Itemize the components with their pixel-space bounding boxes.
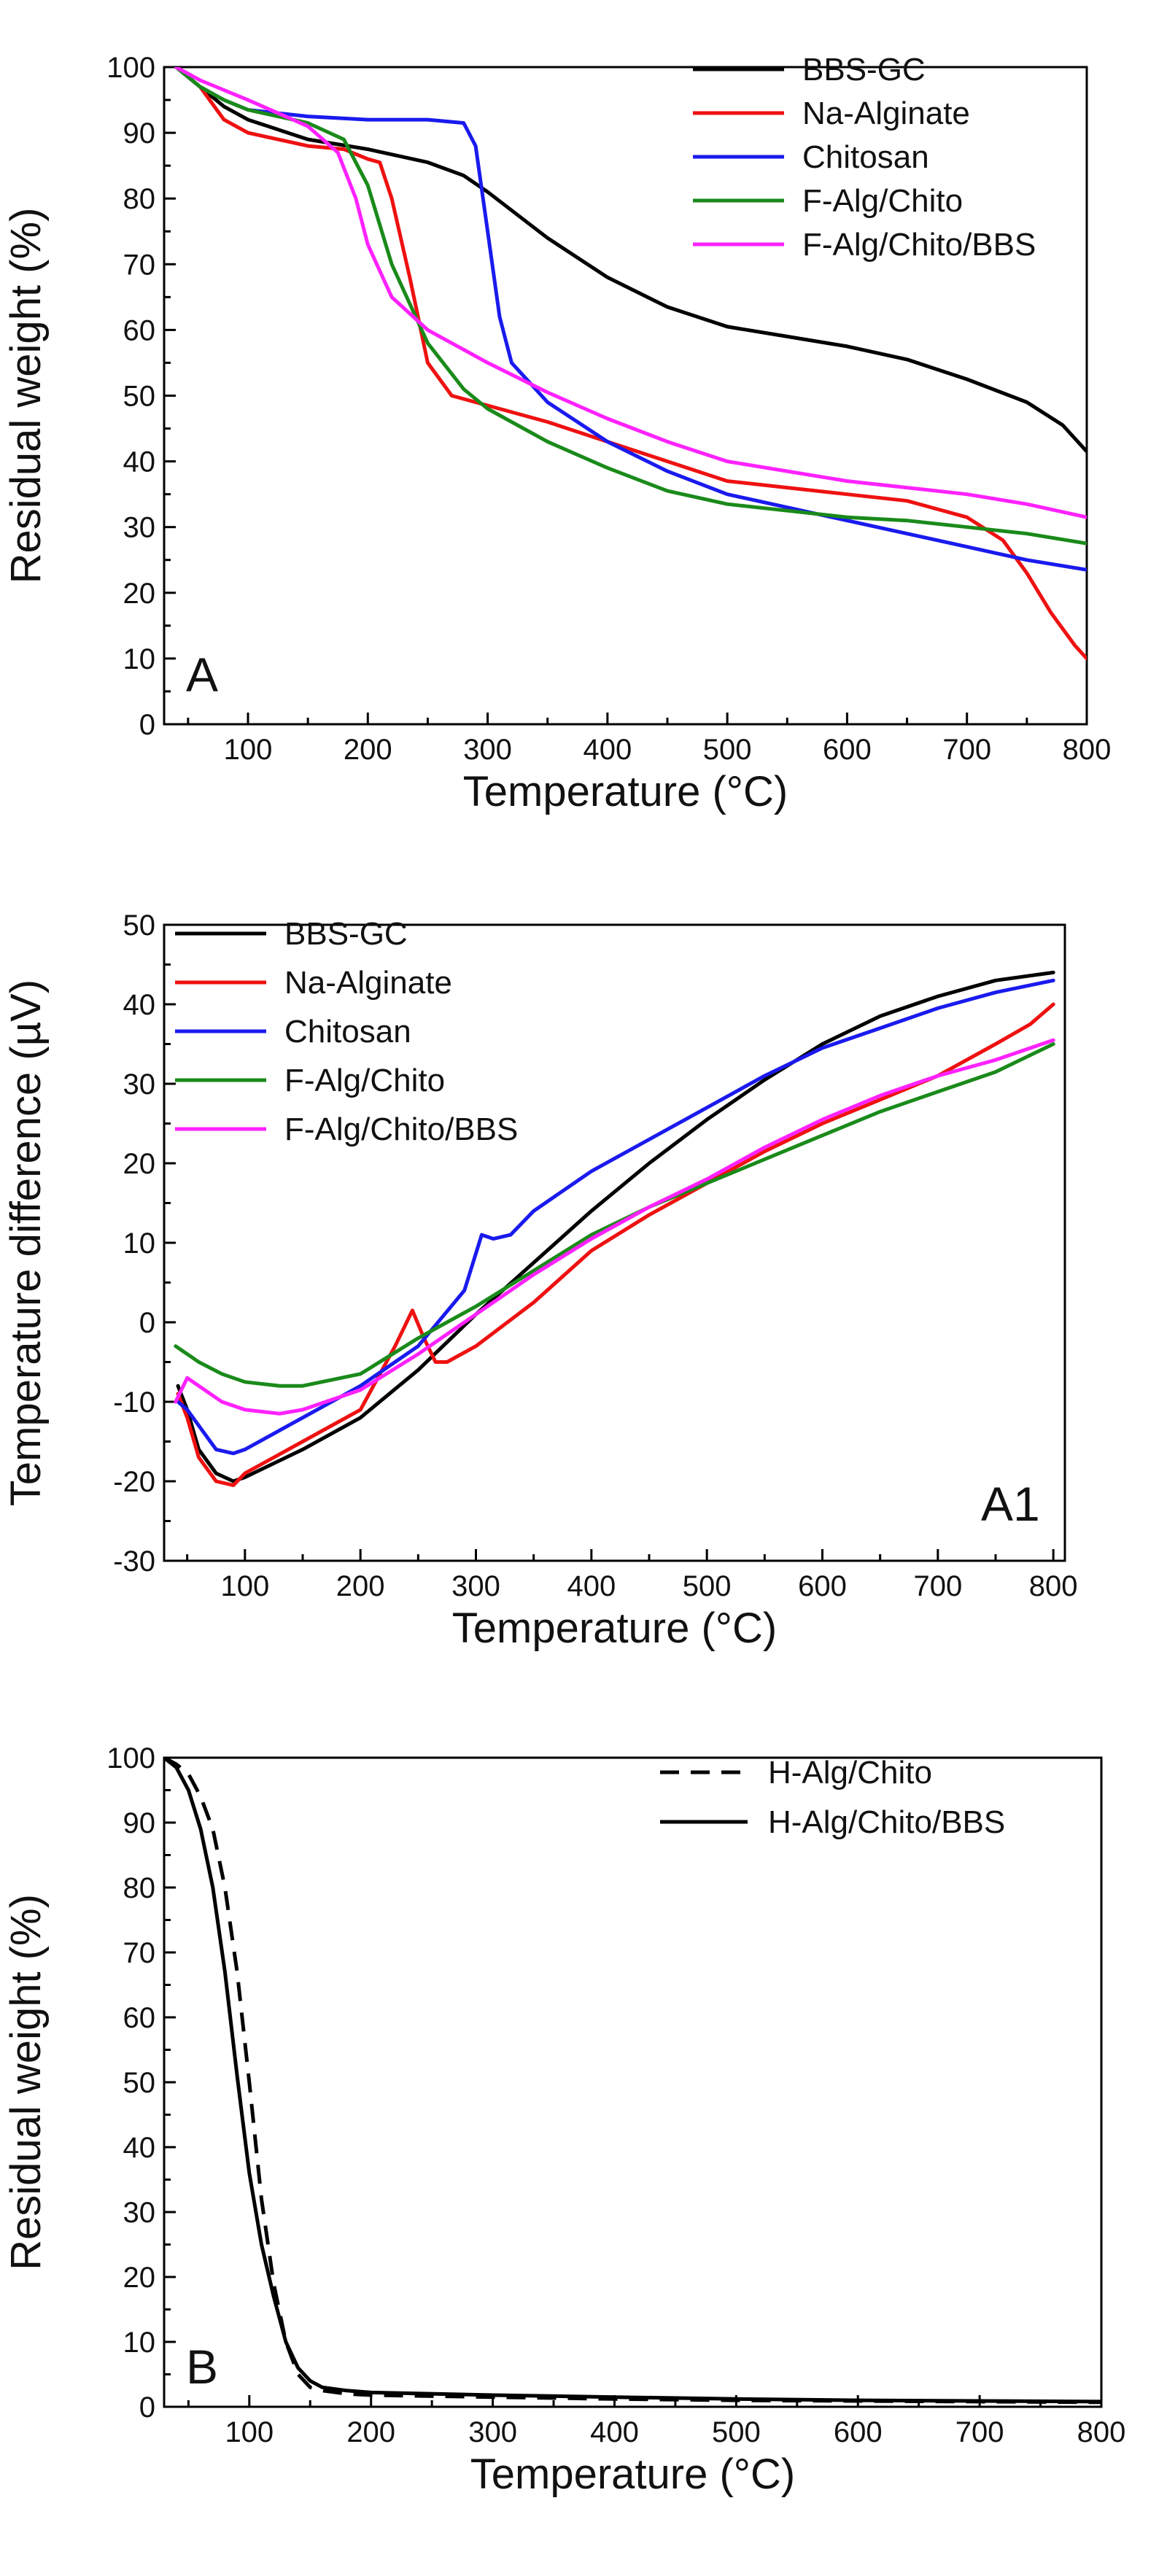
legend-label-h-alg-chito-bbs: H-Alg/Chito/BBS [768, 1804, 1005, 1840]
series-group [164, 1758, 1101, 2405]
x-tick-label: 600 [834, 2416, 883, 2448]
y-tick-label: 10 [123, 643, 156, 675]
panel-label: B [186, 2340, 218, 2394]
y-tick-label: 40 [123, 446, 156, 478]
legend: H-Alg/Chito H-Alg/Chito/BBS [660, 1755, 1005, 1840]
x-tick-label: 300 [463, 734, 512, 766]
panel-label: A [186, 648, 218, 702]
legend-label-na-alginate: Na-Alginate [802, 96, 970, 131]
series-line-f-alg-chito-bbs [174, 1038, 1055, 1416]
y-tick-label: -30 [113, 1545, 155, 1578]
series-line-f-alg-chito [174, 1042, 1055, 1388]
x-tick-label: 200 [336, 1570, 385, 1602]
y-tick-label: 20 [123, 1148, 156, 1180]
y-tick-label: 0 [139, 709, 155, 741]
y-tick-label: -20 [113, 1466, 155, 1498]
x-tick-label: 400 [567, 1570, 616, 1602]
x-tick-label: 100 [225, 2416, 274, 2448]
series-line-bbs-gc [174, 67, 1087, 454]
series-line-h-alg-chito-bbs [164, 1758, 1101, 2404]
y-tick-label: 20 [123, 578, 156, 610]
y-tick-label: 80 [123, 183, 156, 215]
y-tick-label: 100 [106, 52, 155, 84]
y-tick-label: 0 [139, 1307, 155, 1339]
y-tick-label: 50 [123, 381, 156, 413]
y-tick-label: 50 [123, 909, 156, 942]
x-tick-label: 600 [823, 734, 872, 766]
x-tick-label: 300 [468, 2416, 517, 2448]
y-tick-label: 70 [123, 1937, 156, 1969]
series-line-f-alg-chito [174, 67, 1087, 546]
y-tick-label: 40 [123, 989, 156, 1021]
x-tick-label: 200 [344, 734, 392, 766]
legend-label-chitosan: Chitosan [802, 139, 929, 175]
x-axis-title: Temperature (°C) [452, 1605, 777, 1652]
chart-panel-a: 100 200 300 400 500 600 700 800 0 10 20 30 40 50 60 70 8… [2, 52, 1111, 815]
legend-label-bbs-gc: BBS-GC [284, 916, 408, 952]
x-tick-label: 100 [224, 734, 273, 766]
legend: BBS-GC Na-Alginate Chitosan F-Alg/Chito F-Al… [175, 916, 518, 1147]
y-tick-label: 90 [123, 117, 156, 150]
x-tick-label: 300 [451, 1570, 500, 1602]
x-tick-label: 700 [913, 1570, 962, 1602]
series-group [174, 970, 1055, 1487]
x-tick-label: 100 [220, 1570, 269, 1602]
series-line-chitosan [176, 978, 1055, 1456]
y-tick-label: 40 [123, 2132, 156, 2164]
legend-label-f-alg-chito-bbs: F-Alg/Chito/BBS [802, 227, 1036, 263]
x-tick-label: 400 [590, 2416, 639, 2448]
legend-label-bbs-gc: BBS-GC [802, 52, 926, 88]
y-axis-title: Residual weight (%) [2, 208, 50, 584]
x-tick-label: 600 [798, 1570, 847, 1602]
y-tick-label: 100 [106, 1742, 155, 1774]
chart-panel-b: 100 200 300 400 500 600 700 800 0 10 20 30 40 50 60 70 8… [2, 1742, 1125, 2498]
y-tick-label: 20 [123, 2262, 156, 2294]
x-tick-label: 800 [1029, 1570, 1078, 1602]
legend-label-na-alginate: Na-Alginate [284, 965, 452, 1001]
y-tick-label: 50 [123, 2067, 156, 2099]
series-line-f-alg-chito-bbs [174, 67, 1087, 519]
y-tick-label: 10 [123, 2327, 156, 2359]
series-group [174, 67, 1087, 661]
x-tick-label: 800 [1077, 2416, 1126, 2448]
x-tick-label: 500 [712, 2416, 761, 2448]
legend-label-h-alg-chito: H-Alg/Chito [768, 1755, 932, 1791]
y-tick-label: 90 [123, 1807, 156, 1839]
y-tick-label: 0 [139, 2391, 155, 2424]
chart-panel-a1: 100 200 300 400 500 600 700 800 -30 -20 -10 0 10 20 30… [2, 909, 1078, 1652]
x-tick-label: 500 [703, 734, 752, 766]
x-tick-label: 800 [1063, 734, 1112, 766]
y-tick-label: 60 [123, 2002, 156, 2034]
y-axis-title: Residual weight (%) [2, 1894, 50, 2270]
x-axis-title: Temperature (°C) [470, 2451, 795, 2498]
panel-label: A1 [981, 1477, 1040, 1531]
legend-label-f-alg-chito-bbs: F-Alg/Chito/BBS [284, 1112, 518, 1147]
y-tick-label: 60 [123, 314, 156, 346]
legend-label-chitosan: Chitosan [284, 1014, 411, 1050]
series-line-na-alginate [176, 1002, 1055, 1487]
y-tick-label: 80 [123, 1872, 156, 1904]
x-tick-label: 500 [683, 1570, 732, 1602]
series-line-chitosan [174, 67, 1087, 572]
y-tick-label: -10 [113, 1386, 155, 1419]
legend: BBS-GC Na-Alginate Chitosan F-Alg/Chito F-Al… [693, 52, 1036, 263]
plot-frame [163, 1756, 1103, 2408]
plot-frame [163, 66, 1088, 726]
legend-label-f-alg-chito: F-Alg/Chito [802, 183, 963, 219]
x-tick-label: 200 [346, 2416, 395, 2448]
series-line-na-alginate [174, 67, 1087, 661]
y-tick-label: 30 [123, 512, 156, 544]
y-axis-title: Temperature difference (µV) [2, 979, 50, 1506]
x-axis-title: Temperature (°C) [463, 768, 788, 815]
series-line-h-alg-chito [164, 1758, 1101, 2405]
x-tick-label: 700 [942, 734, 991, 766]
x-tick-label: 700 [955, 2416, 1004, 2448]
y-tick-label: 30 [123, 1068, 156, 1101]
y-tick-label: 30 [123, 2197, 156, 2229]
legend-label-f-alg-chito: F-Alg/Chito [284, 1063, 445, 1098]
y-tick-label: 70 [123, 249, 156, 281]
y-tick-label: 10 [123, 1227, 156, 1260]
x-tick-label: 400 [583, 734, 632, 766]
